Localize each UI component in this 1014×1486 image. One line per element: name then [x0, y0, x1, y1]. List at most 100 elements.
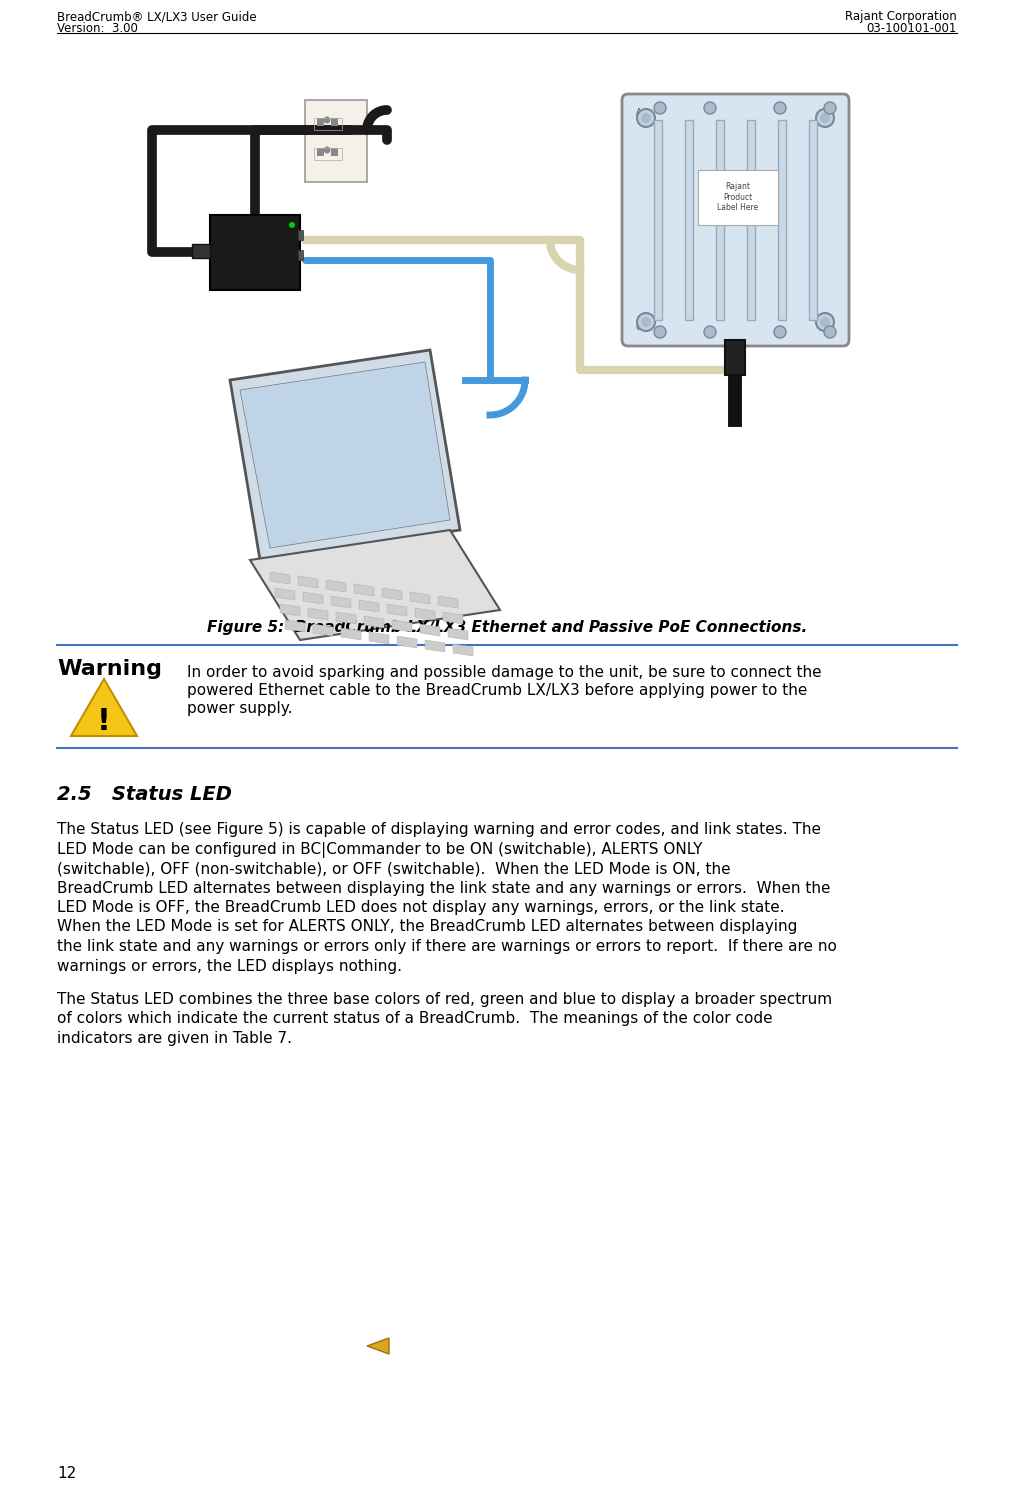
- Bar: [698, 169, 778, 224]
- Polygon shape: [298, 577, 318, 588]
- Text: of colors which indicate the current status of a BreadCrumb.  The meanings of th: of colors which indicate the current sta…: [57, 1012, 773, 1027]
- Text: C: C: [636, 322, 642, 331]
- Circle shape: [654, 325, 666, 337]
- Polygon shape: [354, 584, 374, 596]
- Polygon shape: [275, 588, 295, 600]
- Text: B: B: [821, 108, 826, 117]
- FancyBboxPatch shape: [622, 94, 849, 346]
- Polygon shape: [364, 617, 384, 629]
- Circle shape: [824, 325, 836, 337]
- Text: The Status LED combines the three base colors of red, green and blue to display : The Status LED combines the three base c…: [57, 993, 832, 1008]
- Text: In order to avoid sparking and possible damage to the unit, be sure to connect t: In order to avoid sparking and possible …: [187, 666, 821, 681]
- Text: A: A: [636, 108, 642, 117]
- Bar: [716, 120, 724, 319]
- Text: power supply.: power supply.: [187, 701, 292, 716]
- Polygon shape: [392, 620, 412, 632]
- Polygon shape: [240, 363, 450, 548]
- Polygon shape: [280, 603, 300, 617]
- Text: IN: IN: [275, 263, 282, 267]
- Polygon shape: [387, 603, 407, 617]
- Polygon shape: [453, 643, 473, 655]
- Bar: [331, 117, 338, 126]
- Bar: [725, 340, 745, 374]
- Bar: [747, 120, 755, 319]
- Text: !: !: [97, 707, 111, 737]
- Text: Rajant Corporation: Rajant Corporation: [846, 10, 957, 22]
- Circle shape: [641, 317, 651, 327]
- Bar: [809, 120, 817, 319]
- Polygon shape: [250, 531, 500, 640]
- Text: OUT: OUT: [275, 245, 288, 250]
- Text: 12: 12: [57, 1467, 76, 1482]
- Bar: [331, 149, 338, 156]
- Circle shape: [704, 103, 716, 114]
- Polygon shape: [270, 572, 290, 584]
- Polygon shape: [367, 1337, 389, 1354]
- Bar: [314, 149, 342, 160]
- Polygon shape: [443, 612, 463, 624]
- Bar: [192, 244, 210, 259]
- Polygon shape: [303, 591, 323, 603]
- Polygon shape: [397, 636, 417, 648]
- Polygon shape: [359, 600, 379, 612]
- Text: 2.5   Status LED: 2.5 Status LED: [57, 785, 232, 804]
- Text: Rajant
Product
Label Here: Rajant Product Label Here: [717, 183, 758, 212]
- Bar: [298, 230, 303, 241]
- Circle shape: [824, 103, 836, 114]
- Circle shape: [323, 147, 331, 153]
- Circle shape: [289, 221, 295, 227]
- Text: 03-100101-001: 03-100101-001: [867, 22, 957, 36]
- Polygon shape: [438, 596, 458, 608]
- Polygon shape: [415, 608, 435, 620]
- Circle shape: [816, 108, 834, 126]
- Bar: [210, 215, 300, 290]
- Text: The Status LED (see Figure 5) is capable of displaying warning and error codes, : The Status LED (see Figure 5) is capable…: [57, 822, 821, 837]
- Text: LED Mode can be configured in BC|Commander to be ON (switchable), ALERTS ONLY: LED Mode can be configured in BC|Command…: [57, 841, 703, 857]
- Polygon shape: [369, 632, 389, 643]
- Polygon shape: [448, 629, 468, 640]
- Circle shape: [654, 103, 666, 114]
- Polygon shape: [336, 612, 356, 624]
- Bar: [685, 120, 693, 319]
- Bar: [778, 120, 786, 319]
- Text: LED Mode is OFF, the BreadCrumb LED does not display any warnings, errors, or th: LED Mode is OFF, the BreadCrumb LED does…: [57, 901, 785, 915]
- Polygon shape: [230, 351, 460, 560]
- Circle shape: [641, 113, 651, 123]
- Bar: [654, 120, 662, 319]
- Polygon shape: [308, 608, 328, 620]
- Polygon shape: [285, 620, 305, 632]
- Circle shape: [774, 103, 786, 114]
- Text: When the LED Mode is set for ALERTS ONLY, the BreadCrumb LED alternates between : When the LED Mode is set for ALERTS ONLY…: [57, 920, 797, 935]
- Text: powered Ethernet cable to the BreadCrumb LX/LX3 before applying power to the: powered Ethernet cable to the BreadCrumb…: [187, 684, 807, 698]
- Polygon shape: [420, 624, 440, 636]
- Text: warnings or errors, the LED displays nothing.: warnings or errors, the LED displays not…: [57, 958, 402, 973]
- Polygon shape: [410, 591, 430, 603]
- Text: D: D: [821, 322, 827, 331]
- Text: Figure 5:  BreadCrumb LX/LX3 Ethernet and Passive PoE Connections.: Figure 5: BreadCrumb LX/LX3 Ethernet and…: [207, 620, 807, 635]
- Text: Version:  3.00: Version: 3.00: [57, 22, 138, 36]
- Text: indicators are given in Table 7.: indicators are given in Table 7.: [57, 1031, 292, 1046]
- Circle shape: [820, 113, 830, 123]
- Polygon shape: [313, 624, 333, 636]
- Text: BreadCrumb LED alternates between displaying the link state and any warnings or : BreadCrumb LED alternates between displa…: [57, 881, 830, 896]
- Polygon shape: [331, 596, 351, 608]
- Bar: [305, 100, 367, 181]
- Polygon shape: [71, 679, 137, 736]
- Bar: [298, 250, 303, 260]
- Bar: [317, 117, 324, 126]
- Circle shape: [323, 116, 331, 123]
- Circle shape: [820, 317, 830, 327]
- Bar: [314, 117, 342, 129]
- Circle shape: [816, 314, 834, 331]
- Circle shape: [637, 314, 655, 331]
- Polygon shape: [341, 629, 361, 640]
- Polygon shape: [382, 588, 402, 600]
- Text: the link state and any warnings or errors only if there are warnings or errors t: the link state and any warnings or error…: [57, 939, 837, 954]
- Bar: [317, 149, 324, 156]
- Text: BreadCrumb® LX/LX3 User Guide: BreadCrumb® LX/LX3 User Guide: [57, 10, 257, 22]
- Circle shape: [637, 108, 655, 126]
- Circle shape: [774, 325, 786, 337]
- Polygon shape: [325, 580, 346, 591]
- Text: (switchable), OFF (non-switchable), or OFF (switchable).  When the LED Mode is O: (switchable), OFF (non-switchable), or O…: [57, 860, 731, 877]
- Polygon shape: [425, 640, 445, 652]
